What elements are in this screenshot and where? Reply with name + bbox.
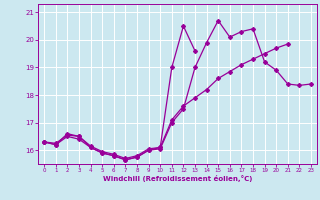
X-axis label: Windchill (Refroidissement éolien,°C): Windchill (Refroidissement éolien,°C) [103,175,252,182]
